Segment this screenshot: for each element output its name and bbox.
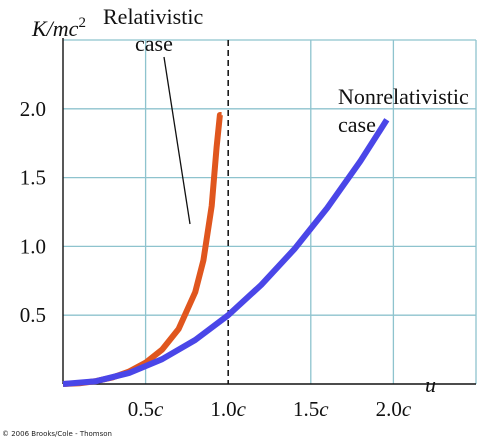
- y-axis-label: K/mc2: [31, 15, 86, 41]
- annotation-leader-line: [163, 56, 191, 225]
- grid: [63, 39, 477, 384]
- x-tick-label: 0.5c: [128, 397, 164, 421]
- axes: [62, 38, 476, 385]
- annotation-nonrelativistic: case: [338, 112, 376, 137]
- y-tick-label: 0.5: [20, 303, 46, 327]
- series-line-nonrelativistic: [62, 118, 390, 387]
- copyright-notice: © 2006 Brooks/Cole - Thomson: [2, 430, 112, 438]
- series-line-relativistic: [62, 112, 223, 387]
- annotation-nonrelativistic: Nonrelativistic: [338, 84, 469, 109]
- annotation-relativistic: case: [135, 31, 173, 56]
- y-tick-label: 1.5: [20, 166, 46, 190]
- x-tick-label: 1.5c: [293, 397, 329, 421]
- y-tick-label: 1.0: [20, 234, 46, 258]
- x-tick-label: 2.0c: [376, 397, 412, 421]
- x-tick-label: 1.0c: [210, 397, 246, 421]
- axis-labels: K/mc2 u: [31, 15, 436, 397]
- curves: [62, 112, 390, 387]
- y-tick-label: 2.0: [20, 97, 46, 121]
- x-axis-label: u: [425, 372, 436, 397]
- tick-labels: 0.5 1.0 1.5 2.0 0.5c 1.0c 1.5c 2.0c: [20, 97, 412, 421]
- annotation-relativistic: Relativistic: [103, 4, 203, 29]
